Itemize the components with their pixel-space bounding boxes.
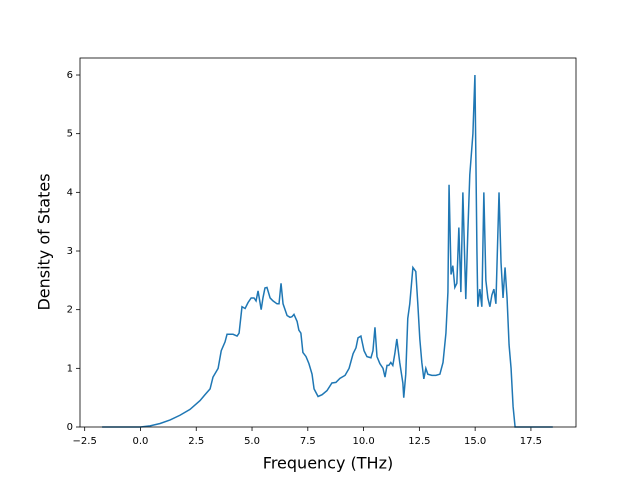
y-tick-label: 5: [67, 129, 73, 140]
y-tick-label: 3: [67, 246, 73, 257]
y-tick-label: 2: [67, 305, 73, 316]
plot-frame: [79, 57, 577, 428]
y-tick-label: 0: [67, 422, 73, 433]
x-tick-label: 2.5: [188, 436, 204, 447]
x-tick-label: 10.0: [352, 436, 374, 447]
x-tick-label: 5.0: [244, 436, 260, 447]
x-tick-label: −2.5: [73, 436, 97, 447]
x-axis-label: Frequency (THz): [263, 454, 393, 473]
x-tick-label: 0.0: [133, 436, 149, 447]
y-axis-label: Density of States: [35, 173, 54, 310]
data-line: [102, 74, 553, 428]
x-tick-label: 17.5: [520, 436, 542, 447]
y-tick-label: 6: [67, 70, 73, 81]
y-tick-label: 4: [67, 187, 73, 198]
x-tick-label: 15.0: [464, 436, 486, 447]
x-tick-label: 7.5: [300, 436, 316, 447]
x-tick-label: 12.5: [408, 436, 430, 447]
y-tick-label: 1: [67, 363, 73, 374]
